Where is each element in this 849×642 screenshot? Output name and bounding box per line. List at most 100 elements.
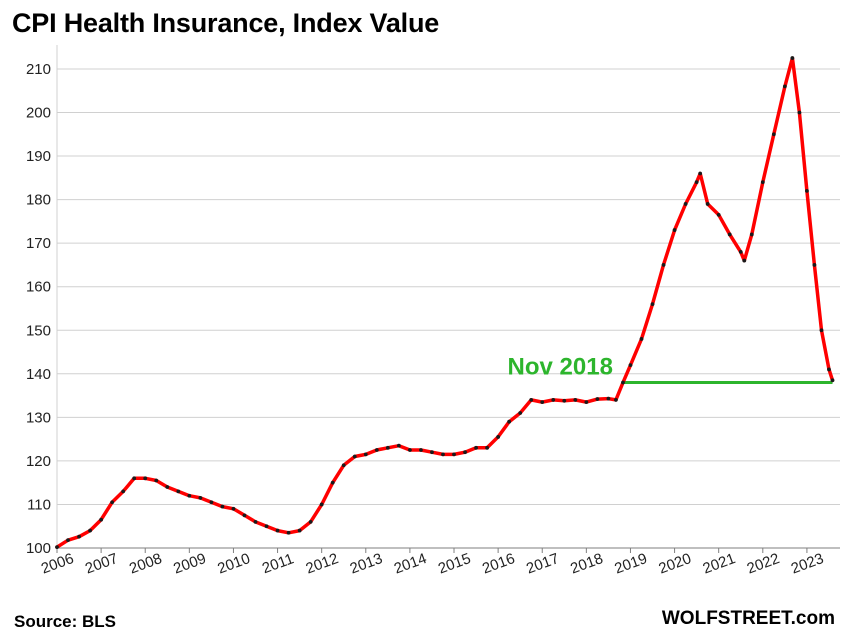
y-tick-label: 140 [26,366,51,383]
data-point [176,489,181,494]
data-point [441,452,445,457]
axes [56,45,840,553]
x-tick-label: 2014 [392,550,429,577]
data-point [154,478,159,483]
data-point [650,302,655,307]
data-point [242,513,247,518]
x-tick-label: 2015 [436,550,473,577]
x-tick-label: 2021 [701,550,738,577]
data-point [639,337,644,341]
data-point [143,476,148,481]
data-point [485,445,489,450]
data-point [496,435,501,439]
x-tick-label: 2007 [83,550,120,577]
data-point [614,398,618,402]
data-point [661,263,666,267]
data-point [595,397,600,401]
data-point [352,454,357,459]
x-tick-label: 2012 [304,550,341,577]
data-point [66,538,70,543]
data-point [385,445,390,450]
x-tick-label: 2020 [656,550,693,577]
data-point [540,400,545,405]
data-point [716,212,721,217]
data-point [253,519,258,524]
data-point [705,202,710,206]
x-tick-label: 2016 [480,550,517,577]
data-point [430,450,434,455]
x-tick-label: 2011 [260,550,296,577]
annotation-label: Nov 2018 [508,354,613,381]
data-point [507,419,512,424]
x-tick-label: 2010 [215,550,252,577]
data-point [830,378,835,383]
data-point [760,180,765,185]
data-point [606,396,611,401]
y-tick-label: 100 [26,540,51,557]
data-point [275,528,280,533]
x-tick-label: 2023 [789,550,826,577]
data-point [264,524,269,529]
data-point [771,132,776,137]
data-point [452,452,456,457]
annotations-group: Nov 2018 [508,354,613,381]
x-tick-label: 2018 [568,550,605,577]
data-point [573,398,578,402]
data-point [374,448,379,452]
data-point [738,249,743,254]
data-point [584,400,589,405]
data-point [308,519,313,524]
data-point [419,448,423,452]
data-point [55,545,59,550]
data-point [749,232,754,237]
series-line [55,56,835,549]
data-point [797,110,802,115]
data-point [474,445,478,450]
y-tick-labels: 100 110 120 130 140 150 160 170 180 190 200 210 [26,61,51,557]
data-point [819,328,824,333]
data-point [408,448,412,452]
data-point [463,450,467,455]
data-point [220,504,225,509]
data-point [551,398,556,402]
x-tick-labels: 2006 2007 2008 2009 2010 2011 2012 2013 2014 2015… [39,550,826,577]
data-point [694,180,699,185]
y-tick-label: 150 [26,322,51,339]
y-tick-label: 210 [26,61,51,78]
data-point [77,534,81,539]
brand-label: WOLFSTREET.com [661,608,835,629]
markers-group [55,56,835,550]
data-point [742,258,747,263]
x-tick-label: 2013 [348,550,385,577]
y-tick-label: 180 [26,192,51,209]
data-point [812,263,817,267]
data-point [121,489,126,494]
x-tick-label: 2017 [524,550,561,577]
data-point [198,496,203,500]
data-point [396,443,401,448]
y-tick-label: 120 [26,453,51,470]
data-point [518,411,523,415]
data-point [297,528,302,533]
x-tick-label: 2008 [127,550,164,577]
y-tick-label: 190 [26,148,51,165]
data-point [165,485,170,489]
data-point [187,493,192,498]
data-point [628,363,633,367]
data-point [529,398,534,402]
data-point [805,188,809,193]
source-label: Source: BLS [14,612,117,631]
grid-lines [57,68,840,505]
data-point [330,480,335,485]
data-point [286,530,291,535]
data-point [209,500,214,505]
y-tick-label: 110 [27,496,51,513]
data-point [319,502,324,507]
data-point [132,476,137,481]
y-tick-label: 200 [26,105,51,122]
y-tick-label: 160 [26,279,51,296]
series-group [55,56,835,549]
chart-title: CPI Health Insurance, Index Value [12,8,440,38]
x-tick-label: 2022 [745,550,782,577]
